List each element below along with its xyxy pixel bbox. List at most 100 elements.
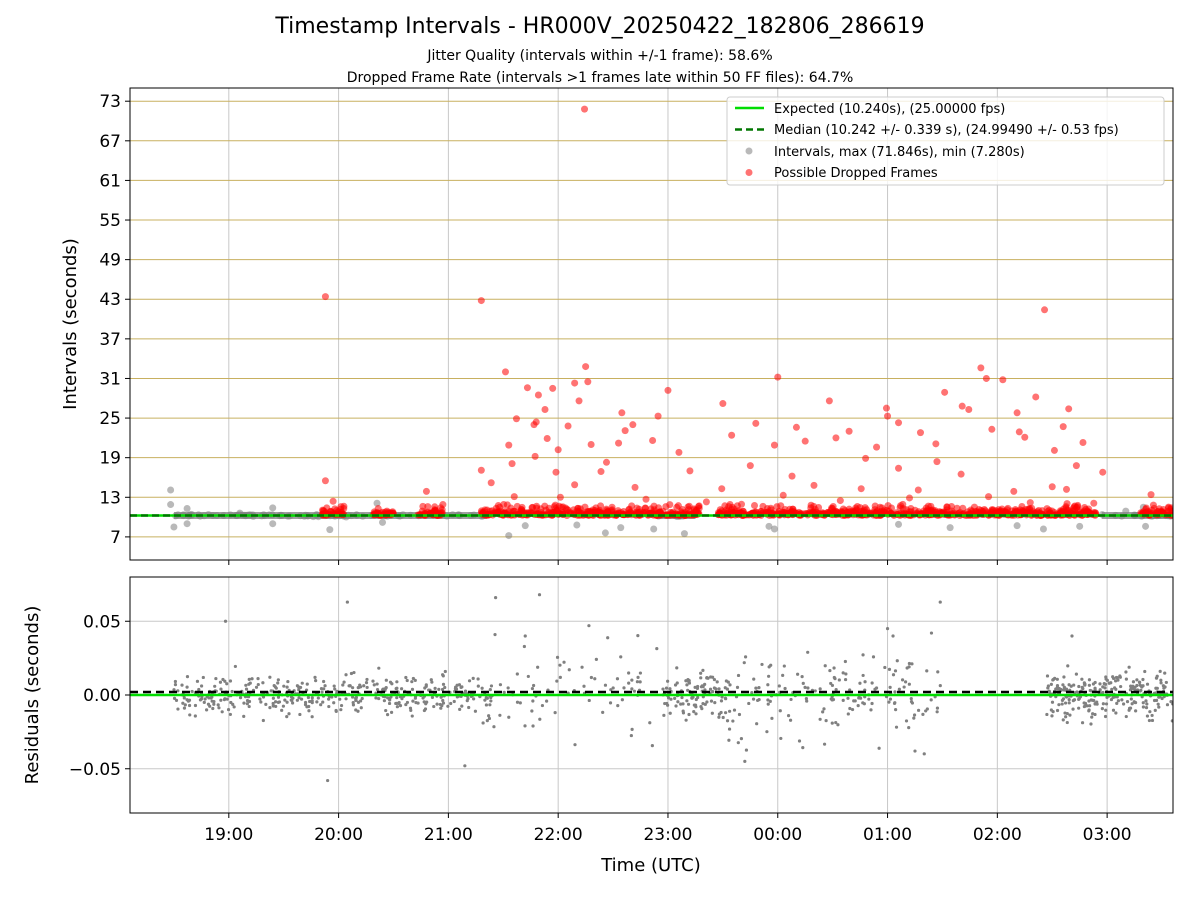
dropped-frame-point [843, 508, 851, 516]
residual-point [806, 650, 810, 654]
residual-x-ticks: 19:00 20:00 21:00 22:00 23:00 00:00 01:00 02:00… [204, 813, 1132, 845]
residual-point [313, 675, 317, 679]
residual-point [841, 671, 845, 675]
interval-point [770, 525, 778, 533]
residual-point [1144, 706, 1149, 710]
dropped-frame-point [959, 504, 967, 512]
dropped-frame-point [895, 419, 903, 427]
residual-point [440, 704, 444, 708]
residual-point [833, 677, 837, 681]
residual-point [668, 687, 672, 691]
residual-point [1087, 708, 1091, 712]
dropped-frame-point [510, 493, 518, 501]
residual-point [803, 685, 807, 689]
interval-point [895, 520, 903, 528]
residual-point [1120, 698, 1124, 702]
residual-point [1109, 681, 1113, 685]
residual-point [719, 710, 723, 715]
dropped-frame-point [618, 409, 626, 417]
dropped-frame-point [608, 507, 616, 515]
residual-point [432, 704, 436, 709]
residual-point [471, 676, 475, 680]
residual-point [885, 627, 890, 631]
residual-point [593, 677, 597, 681]
residual-point [1159, 678, 1163, 682]
dropped-frame-point [845, 427, 853, 435]
residual-point [268, 705, 272, 710]
residual-point [219, 698, 223, 702]
residual-point [1124, 677, 1128, 681]
residual-point [217, 706, 221, 710]
residual-point [694, 712, 698, 716]
dropped-frame-point [574, 504, 582, 512]
residual-point [715, 680, 719, 684]
residual-point [912, 716, 916, 720]
residual-point [523, 634, 527, 638]
dropped-frame-point [895, 464, 903, 472]
residual-point [1169, 699, 1173, 704]
x-axis-label: Time (UTC) [600, 855, 701, 876]
residual-y-tick-label: −0.05 [69, 760, 121, 780]
residual-point [185, 685, 189, 689]
residual-point [322, 679, 326, 684]
residual-point [1047, 690, 1052, 694]
dropped-frame-point [884, 502, 892, 510]
residual-point [356, 709, 360, 713]
residual-point [742, 661, 746, 665]
residual-point [778, 709, 782, 713]
residual-point [1162, 686, 1166, 690]
residual-point [395, 705, 399, 709]
legend-dropped-label: Possible Dropped Frames [774, 166, 938, 181]
residual-point [244, 687, 249, 691]
residual-point [1141, 705, 1145, 709]
residual-point [531, 724, 535, 728]
residual-point [187, 698, 192, 702]
residual-point [783, 686, 787, 691]
residual-point [676, 700, 680, 704]
interval-point [373, 499, 381, 507]
dropped-frame-point [666, 501, 674, 509]
dropped-frame-point [1059, 423, 1067, 431]
legend-expected-label: Expected (10.240s), (25.00000 fps) [774, 102, 1005, 117]
residual-point [1152, 698, 1157, 703]
dropped-frame-point [321, 293, 329, 301]
residual-point [1080, 721, 1085, 725]
dropped-frame-point [1032, 393, 1040, 401]
dropped-frame-point [543, 435, 551, 443]
residual-point [936, 670, 940, 674]
dropped-frame-point [957, 470, 965, 478]
dropped-frame-point [695, 502, 703, 510]
residual-point [736, 741, 740, 745]
dropped-frame-point [770, 441, 778, 449]
residual-point [841, 698, 845, 703]
residual-point [498, 683, 503, 687]
residual-point [1130, 702, 1134, 706]
residual-point [314, 679, 318, 683]
residual-point [1104, 708, 1108, 712]
x-tick-label: 00:00 [753, 825, 802, 845]
dropped-frame-point [810, 502, 818, 510]
interval-y-tick-label: 37 [99, 330, 121, 350]
residual-point [1124, 670, 1128, 674]
residual-point [829, 697, 833, 701]
interval-point [946, 524, 954, 532]
residual-point [891, 673, 896, 677]
dropped-frame-rate-subtitle: Dropped Frame Rate (intervals >1 frames … [346, 70, 854, 86]
residual-point [410, 714, 414, 718]
residual-point [332, 701, 336, 705]
residual-point [699, 671, 703, 675]
residual-point [1073, 691, 1077, 695]
residual-point [701, 668, 705, 672]
residual-point [754, 686, 758, 690]
residual-point [708, 687, 713, 691]
residual-point [821, 710, 825, 714]
residual-point [344, 697, 348, 701]
residual-point [404, 702, 408, 707]
residual-point [681, 711, 686, 715]
residual-point [172, 696, 177, 700]
residual-point [1114, 687, 1118, 691]
residual-point [269, 689, 273, 693]
dropped-frame-point [718, 485, 726, 493]
jitter-quality-subtitle: Jitter Quality (intervals within +/-1 fr… [427, 48, 773, 64]
residual-point [627, 681, 631, 685]
